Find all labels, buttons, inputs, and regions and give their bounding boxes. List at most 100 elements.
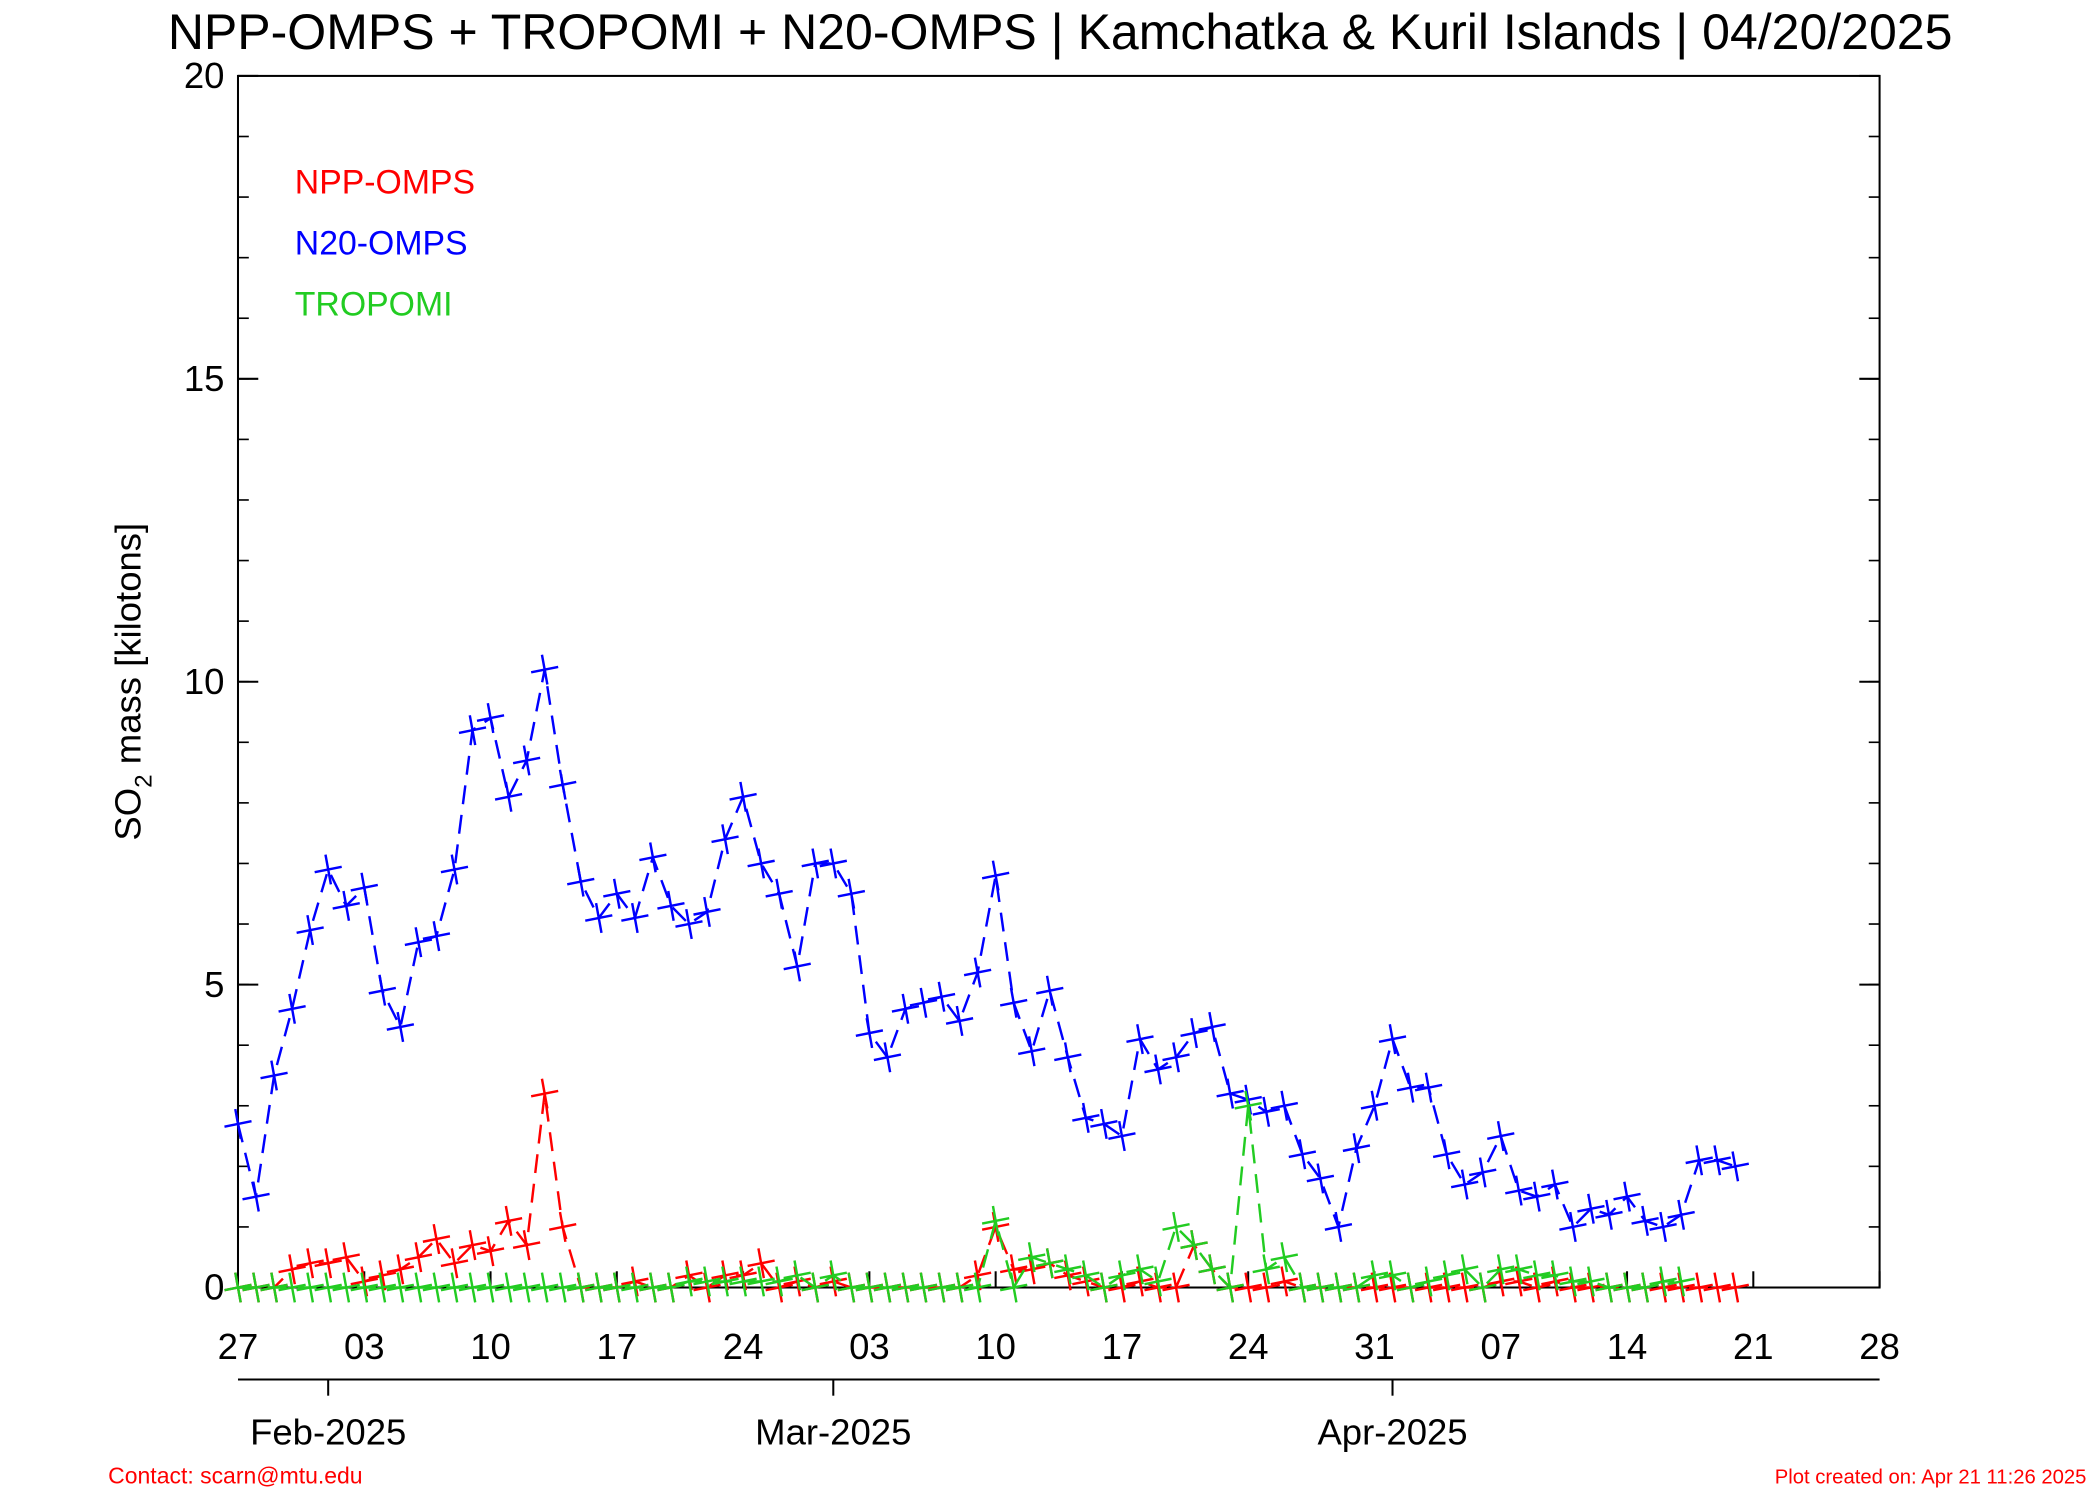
data-point (404, 1272, 433, 1303)
data-point (1577, 1193, 1605, 1224)
data-point (1216, 1078, 1244, 1109)
data-point (657, 890, 685, 921)
x-tick-label: 17 (597, 1326, 638, 1367)
data-point (1216, 1272, 1244, 1303)
y-tick-label: 15 (184, 358, 225, 399)
data-point (657, 1272, 685, 1303)
y-label-text: SO (108, 788, 149, 841)
data-point (1306, 1272, 1335, 1303)
data-point (1270, 1090, 1299, 1121)
data-point (1054, 1254, 1082, 1285)
data-point (1017, 1036, 1046, 1067)
data-point (801, 1272, 830, 1303)
data-point (1685, 1272, 1713, 1303)
data-point (1360, 1090, 1389, 1121)
data-point (963, 957, 992, 988)
data-point (1198, 1011, 1226, 1043)
data-point (1468, 1272, 1497, 1303)
data-point (891, 1272, 920, 1303)
x-tick-label: 03 (849, 1326, 890, 1367)
data-point (422, 1272, 451, 1303)
data-point (1072, 1260, 1100, 1291)
data-point (1090, 1108, 1118, 1140)
data-point (1450, 1254, 1479, 1285)
data-point (476, 1236, 505, 1267)
data-point (1288, 1272, 1317, 1303)
data-point (927, 1272, 956, 1303)
data-point (1252, 1096, 1281, 1127)
data-point (1414, 1072, 1443, 1103)
data-point (1342, 1272, 1371, 1303)
data-point (422, 1223, 451, 1255)
data-point (386, 1272, 415, 1303)
data-point (693, 896, 721, 928)
y-tick-label: 20 (184, 55, 225, 96)
data-point (404, 1242, 433, 1273)
data-point (1324, 1272, 1353, 1303)
data-point (819, 848, 848, 879)
data-point (1378, 1024, 1407, 1055)
y-label-rest: mass [kilotons] (108, 523, 149, 775)
data-point (837, 878, 866, 909)
data-point (585, 1272, 613, 1303)
data-point (819, 1260, 848, 1291)
data-point (873, 1042, 902, 1073)
data-point (1234, 1090, 1262, 1121)
data-point (603, 878, 631, 909)
data-point (1414, 1266, 1443, 1297)
contact: Contact: scarn@mtu.edu (108, 1463, 362, 1489)
data-point (1378, 1272, 1407, 1303)
data-point (1721, 1272, 1750, 1303)
y-tick-label: 0 (204, 1267, 224, 1308)
data-point (981, 860, 1010, 891)
data-point (368, 975, 397, 1006)
data-point (1523, 1272, 1551, 1303)
data-point (314, 854, 342, 885)
y-axis-label: SO2 mass [kilotons] (108, 523, 158, 841)
data-point (711, 1266, 739, 1297)
data-point (1685, 1145, 1713, 1176)
data-point (1450, 1272, 1479, 1303)
data-point (981, 1205, 1010, 1236)
data-point (314, 1248, 342, 1279)
data-point (1432, 1139, 1461, 1170)
data-point (1036, 975, 1064, 1006)
x-tick-label: 21 (1733, 1326, 1774, 1367)
data-point (386, 1254, 415, 1285)
data-point (1595, 1272, 1623, 1303)
data-point (512, 1272, 541, 1303)
data-point (494, 1205, 523, 1236)
data-point (1487, 1120, 1515, 1152)
y-tick-label: 5 (204, 964, 224, 1005)
data-point (1360, 1260, 1389, 1291)
data-point (1144, 1054, 1172, 1085)
data-point (548, 1272, 577, 1303)
data-point (296, 914, 324, 946)
data-point (458, 1230, 487, 1261)
data-point (999, 987, 1028, 1018)
data-point (765, 878, 793, 909)
data-point (296, 1272, 324, 1303)
y-label-subscript: 2 (130, 774, 157, 788)
data-point (1649, 1211, 1677, 1243)
data-point (278, 993, 306, 1024)
data-point (1270, 1242, 1299, 1273)
data-point (1180, 1230, 1208, 1261)
data-point (1378, 1260, 1407, 1291)
data-point (675, 908, 703, 940)
data-point (1036, 1248, 1064, 1279)
data-point (548, 1211, 577, 1243)
data-point (1703, 1145, 1731, 1176)
data-point (1541, 1260, 1569, 1291)
data-point (260, 1272, 288, 1303)
data-point (458, 1272, 487, 1303)
created-note: Plot created on: Apr 21 11:26 2025 (1775, 1467, 2087, 1489)
data-point (332, 1272, 360, 1303)
data-point (1342, 1133, 1371, 1164)
data-point (1505, 1175, 1533, 1206)
data-point (639, 842, 667, 873)
data-point (566, 866, 595, 897)
month-label: Feb-2025 (250, 1411, 406, 1452)
data-point (999, 1254, 1028, 1285)
data-point (891, 993, 920, 1024)
